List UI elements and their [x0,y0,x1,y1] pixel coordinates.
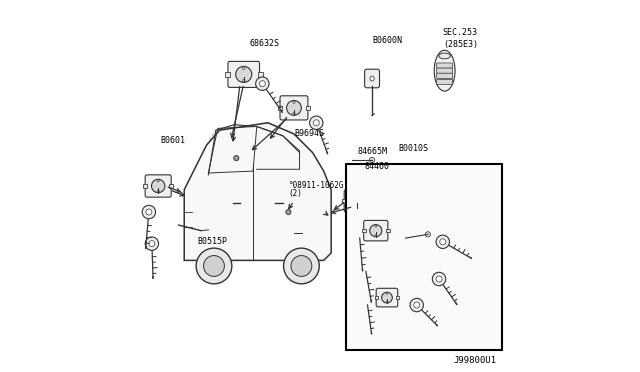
Circle shape [157,190,159,192]
Bar [306,106,310,110]
Circle shape [291,256,312,276]
Circle shape [370,225,382,237]
Bar [369,199,372,203]
FancyBboxPatch shape [436,79,452,84]
Circle shape [292,112,295,115]
Bar [225,72,230,77]
Circle shape [286,209,291,215]
Bar [346,164,502,350]
FancyBboxPatch shape [344,190,370,212]
Circle shape [375,234,377,236]
FancyBboxPatch shape [376,288,397,307]
Text: (285E3): (285E3) [443,40,477,49]
Circle shape [386,292,388,294]
Circle shape [410,298,424,312]
Text: B0601: B0601 [161,136,186,145]
Bar [386,229,390,232]
Circle shape [157,180,159,182]
Text: °08911-1062G: °08911-1062G [289,181,344,190]
Circle shape [292,101,295,103]
Bar [278,106,282,110]
FancyBboxPatch shape [228,61,260,87]
Circle shape [196,248,232,284]
Text: (2): (2) [289,189,302,198]
Circle shape [425,232,431,237]
Circle shape [436,276,442,282]
Circle shape [310,116,323,129]
FancyBboxPatch shape [436,68,452,73]
FancyBboxPatch shape [280,96,308,120]
Bar [362,229,365,232]
Circle shape [364,295,369,301]
Text: 84665M: 84665M [357,147,387,156]
Ellipse shape [439,53,451,59]
FancyBboxPatch shape [436,63,452,68]
Circle shape [356,205,358,207]
Circle shape [313,120,319,126]
Bar [170,184,173,188]
Circle shape [413,302,420,308]
Circle shape [243,79,245,82]
Bar [342,199,346,203]
Circle shape [351,194,364,208]
Circle shape [287,100,301,115]
Circle shape [142,205,156,219]
Circle shape [360,291,373,304]
Circle shape [284,248,319,284]
Circle shape [358,257,371,271]
Circle shape [204,256,225,276]
Bar [396,296,399,299]
Circle shape [353,224,365,237]
Circle shape [381,292,392,303]
Text: B9694S: B9694S [294,129,324,138]
Bar [258,72,262,77]
Bar [375,296,378,299]
Text: SEC.253: SEC.253 [443,28,477,37]
Circle shape [369,157,374,163]
Circle shape [440,239,446,245]
Circle shape [234,155,239,161]
Circle shape [362,261,367,267]
Circle shape [433,272,445,286]
Circle shape [386,301,388,303]
Circle shape [356,195,358,197]
Circle shape [145,237,159,250]
Polygon shape [184,123,331,260]
Text: B0010S: B0010S [398,144,428,153]
FancyBboxPatch shape [436,73,452,78]
Text: J99800U1: J99800U1 [454,356,497,365]
Circle shape [152,179,165,193]
Circle shape [146,209,152,215]
Circle shape [236,66,252,83]
Bar [143,184,147,188]
Text: B0515P: B0515P [197,237,227,246]
Text: 84460: 84460 [365,162,390,171]
Text: B0600N: B0600N [372,36,402,45]
FancyBboxPatch shape [145,175,172,197]
Circle shape [259,81,266,87]
Text: 68632S: 68632S [250,39,279,48]
Ellipse shape [370,76,374,81]
Circle shape [149,241,155,247]
Circle shape [375,225,377,227]
Circle shape [436,235,449,248]
Circle shape [243,67,245,70]
Circle shape [255,77,269,90]
FancyBboxPatch shape [364,220,388,241]
FancyBboxPatch shape [365,69,380,88]
Ellipse shape [434,50,455,91]
Circle shape [356,228,362,234]
